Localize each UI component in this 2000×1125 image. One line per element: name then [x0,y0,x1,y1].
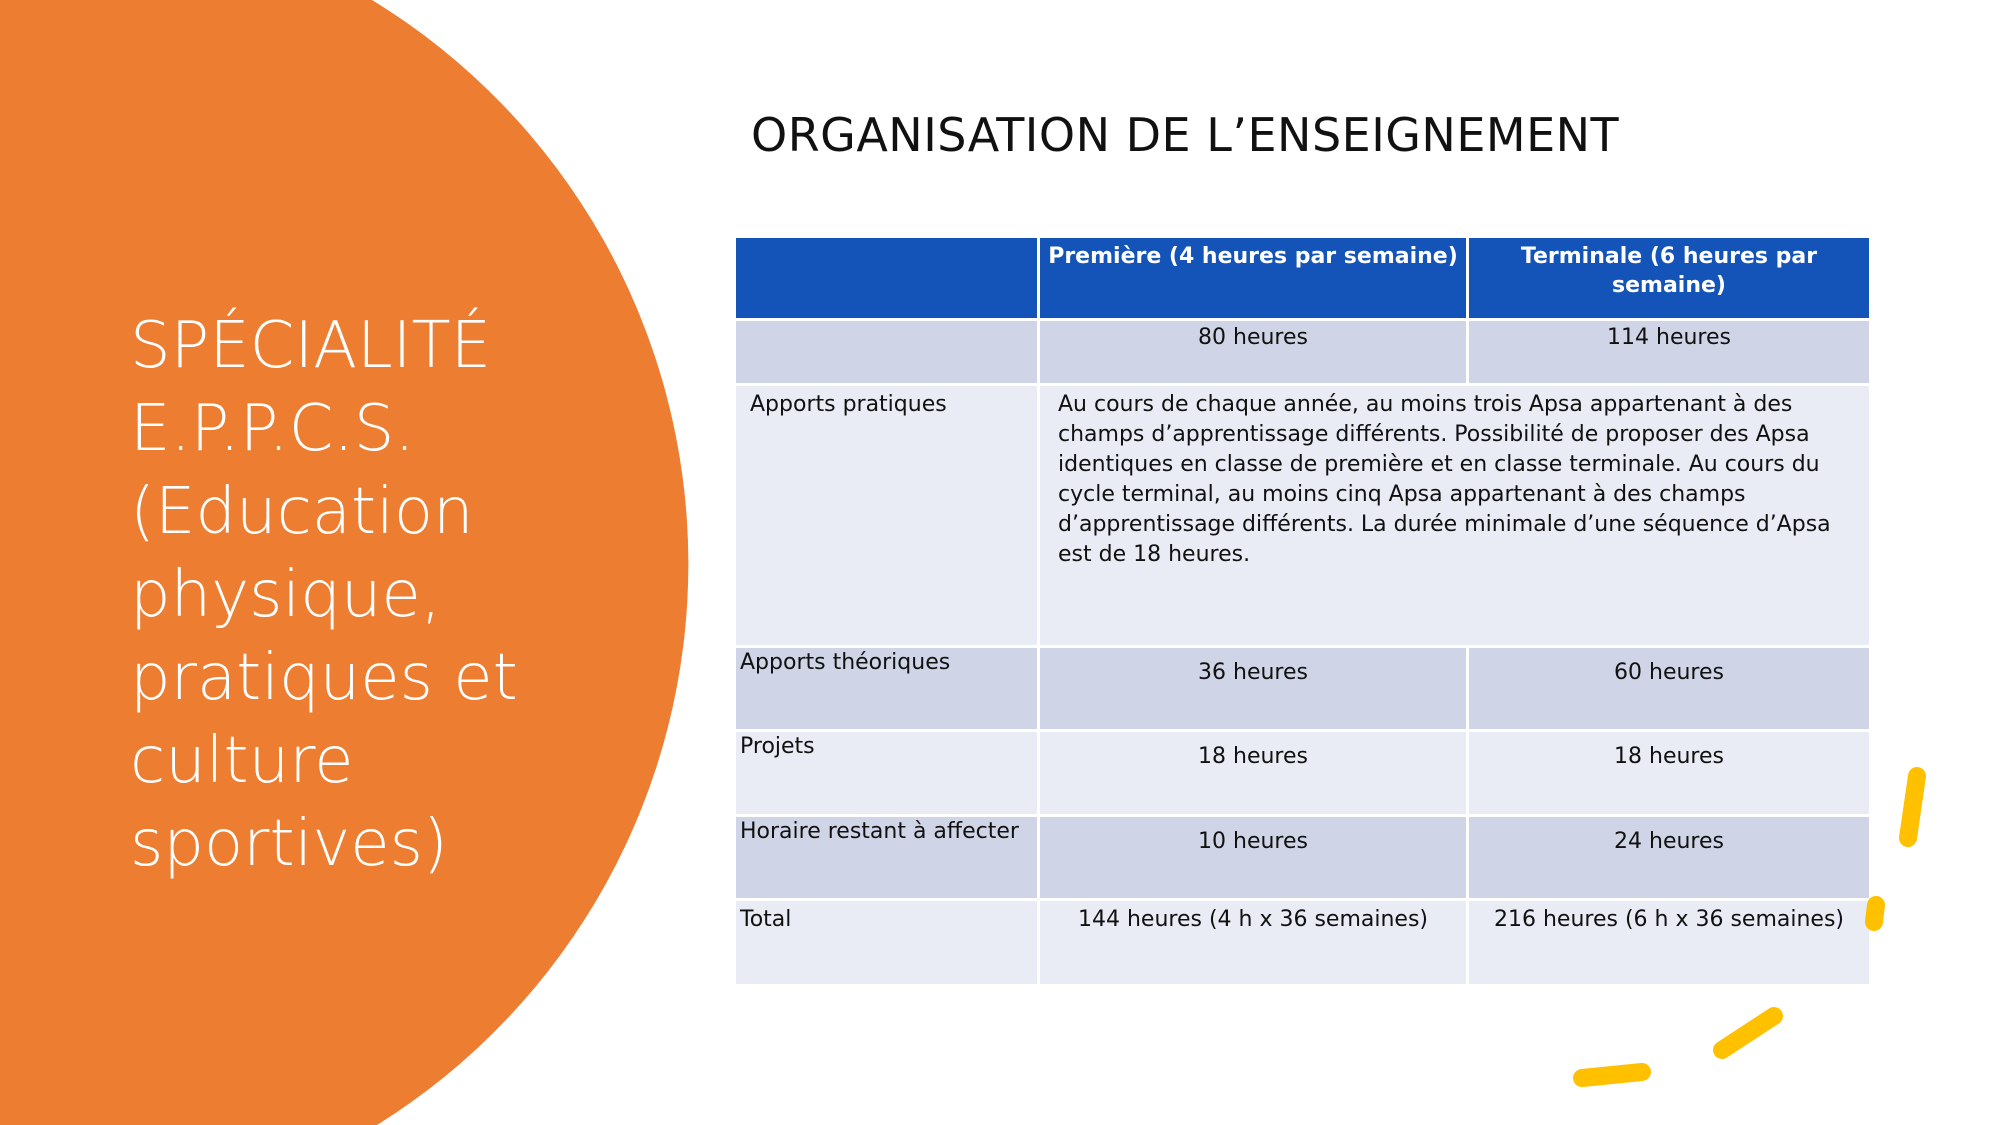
premiere-cell: 144 heures (4 h x 36 semaines) [1037,898,1469,987]
orange-circle-decoration [0,0,689,1125]
row-label: Projets [733,729,1040,817]
table-row: 80 heures 114 heures [733,318,1872,386]
header-cell: Première (4 heures par semaine) [1037,235,1469,321]
terminale-cell: 114 heures [1466,318,1872,386]
teaching-organization-table: Première (4 heures par semaine) Terminal… [733,235,1872,987]
yellow-dash [1713,1007,1783,1059]
table-row: Projets 18 heures 18 heures [733,729,1872,817]
yellow-dash [1865,896,1885,931]
premiere-cell: 36 heures [1037,645,1469,732]
row-label: Total [733,898,1040,987]
row-label: Horaire restant à affecter [733,814,1040,901]
header-cell: Terminale (6 heures par semaine) [1466,235,1872,321]
table-row: Apports pratiques Au cours de chaque ann… [733,383,1872,648]
terminale-cell: 24 heures [1466,814,1872,901]
premiere-cell: 18 heures [1037,729,1469,817]
terminale-cell: 216 heures (6 h x 36 semaines) [1466,898,1872,987]
premiere-cell: 80 heures [1037,318,1469,386]
slide-title: ORGANISATION DE L’ENSEIGNEMENT [751,108,1620,162]
yellow-dash [1899,767,1926,847]
table-row: Total 144 heures (4 h x 36 semaines) 216… [733,898,1872,987]
terminale-cell: 60 heures [1466,645,1872,732]
side-title: SPÉCIALITÉ E.P.P.C.S. (Education physiqu… [130,309,518,881]
table-row: Apports théoriques 36 heures 60 heures [733,645,1872,732]
terminale-cell: 18 heures [1466,729,1872,817]
row-label [733,318,1040,386]
row-label: Apports pratiques [733,383,1040,648]
row-label: Apports théoriques [733,645,1040,732]
table-row: Horaire restant à affecter 10 heures 24 … [733,814,1872,901]
table-header-row: Première (4 heures par semaine) Terminal… [733,235,1872,321]
yellow-dash [1573,1063,1651,1087]
merged-cell: Au cours de chaque année, au moins trois… [1037,383,1872,648]
premiere-cell: 10 heures [1037,814,1469,901]
header-cell [733,235,1040,321]
